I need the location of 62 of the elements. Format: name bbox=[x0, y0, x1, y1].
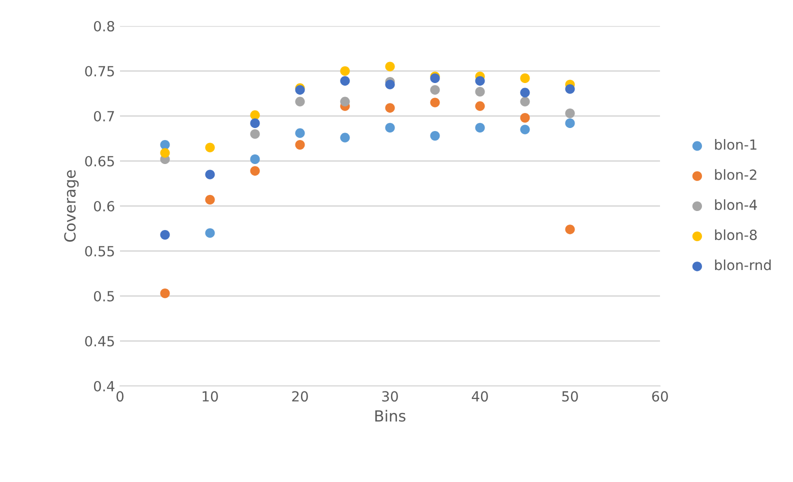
point bbox=[520, 112, 530, 123]
x-tick-label: 50 bbox=[562, 391, 578, 402]
point bbox=[520, 124, 530, 134]
point bbox=[430, 98, 440, 108]
y-tick-label: 0.6 bbox=[94, 200, 114, 212]
y-tick-label: 0.75 bbox=[85, 66, 114, 76]
legend-label: blon-1 bbox=[715, 139, 756, 150]
point bbox=[385, 122, 395, 133]
point bbox=[340, 96, 350, 106]
point bbox=[475, 76, 485, 86]
y-tick-label: 0.8 bbox=[94, 20, 114, 32]
legend-label: blon-8 bbox=[715, 229, 757, 240]
y-tick-label: 0.45 bbox=[85, 336, 114, 346]
legend-label: blon-rnd bbox=[715, 259, 771, 270]
point bbox=[250, 166, 260, 176]
point bbox=[340, 66, 350, 76]
point bbox=[160, 230, 170, 240]
point bbox=[340, 76, 350, 86]
point bbox=[160, 140, 170, 150]
point bbox=[250, 154, 260, 164]
point bbox=[295, 128, 305, 138]
point bbox=[475, 86, 485, 97]
point bbox=[430, 130, 440, 141]
point bbox=[205, 228, 215, 238]
x-axis-title: Bins bbox=[375, 410, 406, 422]
point bbox=[520, 73, 530, 84]
point bbox=[250, 129, 260, 139]
point bbox=[205, 170, 215, 180]
point bbox=[385, 103, 395, 113]
point bbox=[295, 140, 305, 150]
point bbox=[565, 118, 575, 128]
legend-label: blon-2 bbox=[715, 169, 756, 180]
x-tick-label: 0 bbox=[116, 391, 124, 402]
point bbox=[565, 84, 575, 94]
point bbox=[385, 62, 395, 72]
y-tick-label: 0.7 bbox=[94, 110, 114, 122]
y-tick-label: 0.5 bbox=[94, 290, 114, 302]
point bbox=[340, 132, 350, 142]
legend-label: blon-4 bbox=[715, 199, 757, 210]
x-tick-label: 30 bbox=[382, 391, 398, 402]
y-axis-title: Coverage bbox=[64, 170, 79, 242]
point bbox=[160, 288, 170, 298]
point bbox=[565, 108, 575, 118]
point bbox=[430, 85, 440, 95]
point bbox=[520, 88, 530, 98]
point bbox=[475, 101, 485, 111]
point bbox=[250, 118, 260, 128]
point bbox=[475, 122, 485, 133]
y-tick-label: 0.65 bbox=[85, 156, 114, 166]
point bbox=[205, 142, 215, 152]
y-tick-label: 0.55 bbox=[85, 246, 114, 256]
point bbox=[385, 80, 395, 90]
point bbox=[160, 148, 170, 158]
point bbox=[565, 224, 575, 234]
x-tick-label: 20 bbox=[292, 391, 308, 402]
point bbox=[295, 96, 305, 106]
x-tick-label: 60 bbox=[652, 391, 668, 402]
point bbox=[520, 96, 530, 106]
y-tick-label: 0.4 bbox=[94, 380, 114, 392]
x-tick-label: 40 bbox=[472, 391, 488, 402]
x-tick-label: 10 bbox=[202, 391, 218, 402]
point bbox=[205, 194, 215, 205]
